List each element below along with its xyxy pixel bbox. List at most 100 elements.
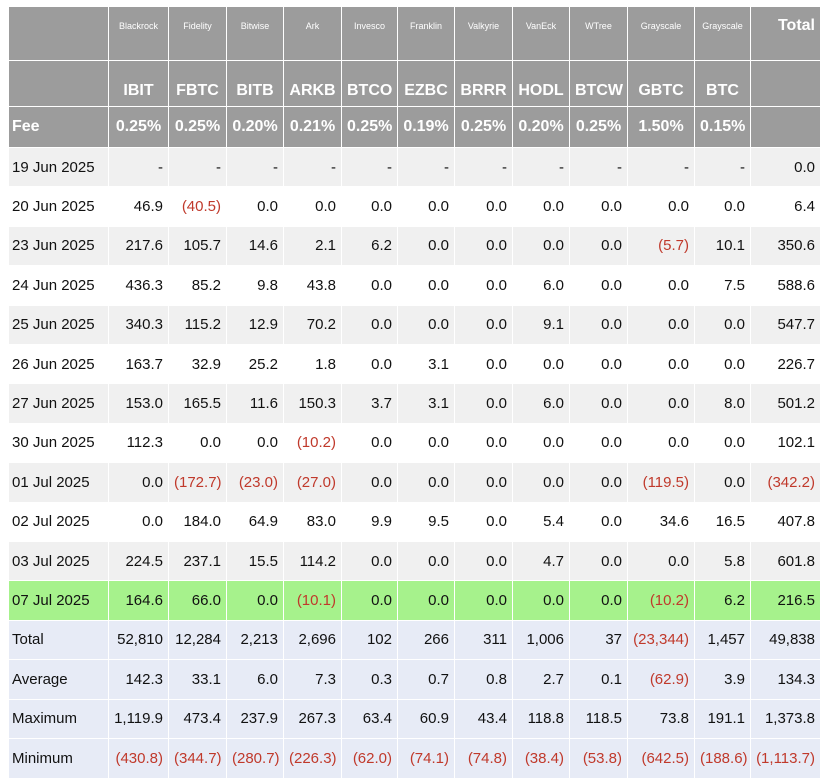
summary-row: Total 52,810 12,284 2,213 2,696 102 266 311 1,00… bbox=[8, 619, 821, 661]
flow-value: - bbox=[454, 146, 513, 188]
flow-value: 547.7 bbox=[750, 304, 821, 345]
fee-label: Fee bbox=[8, 106, 109, 148]
ticker: EZBC bbox=[397, 60, 455, 107]
flow-value: 0.0 bbox=[627, 540, 695, 582]
flow-value: 6.2 bbox=[694, 580, 751, 621]
flow-value: 3.7 bbox=[341, 383, 398, 424]
summary-label: Average bbox=[8, 659, 109, 700]
summary-value: 142.3 bbox=[108, 659, 169, 700]
flow-value: 16.5 bbox=[694, 501, 751, 542]
summary-value: 6.0 bbox=[226, 659, 284, 700]
flow-value: 0.0 bbox=[512, 580, 570, 621]
flow-value: 0.0 bbox=[454, 501, 513, 542]
flow-value: 0.0 bbox=[454, 186, 513, 227]
data-row: 26 Jun 2025 163.7 32.9 25.2 1.8 0.0 3.1 0.0 0.0 0… bbox=[8, 343, 821, 385]
flow-value: - bbox=[694, 146, 751, 188]
flow-value: 0.0 bbox=[454, 343, 513, 385]
flow-value: 0.0 bbox=[454, 225, 513, 267]
flow-value: 0.0 bbox=[397, 462, 455, 503]
flow-value: 70.2 bbox=[283, 304, 342, 345]
flow-value: 8.0 bbox=[694, 383, 751, 424]
flow-value: 5.4 bbox=[512, 501, 570, 542]
flow-value: 0.0 bbox=[512, 186, 570, 227]
flow-value: 0.0 bbox=[569, 186, 628, 227]
summary-value: 191.1 bbox=[694, 698, 751, 740]
flow-value: 163.7 bbox=[108, 343, 169, 385]
summary-value: 1,373.8 bbox=[750, 698, 821, 740]
issuer-name: VanEck bbox=[512, 6, 570, 61]
flow-value: (10.2) bbox=[283, 422, 342, 464]
summary-value: 2.7 bbox=[512, 659, 570, 700]
summary-value: 118.5 bbox=[569, 698, 628, 740]
fee: 0.20% bbox=[226, 106, 284, 148]
summary-value: 63.4 bbox=[341, 698, 398, 740]
flow-value: 11.6 bbox=[226, 383, 284, 424]
data-row: 19 Jun 2025- - - - - - - - - - -0.0 bbox=[8, 146, 821, 188]
issuer-name: WTree bbox=[569, 6, 628, 61]
summary-value: (280.7) bbox=[226, 738, 284, 779]
summary-value: 0.8 bbox=[454, 659, 513, 700]
summary-label: Total bbox=[8, 619, 109, 661]
flow-value: 32.9 bbox=[168, 343, 227, 385]
fee: 0.25% bbox=[341, 106, 398, 148]
flow-value: - bbox=[569, 146, 628, 188]
flow-value: 0.0 bbox=[226, 186, 284, 227]
flow-value: 1.8 bbox=[283, 343, 342, 385]
flow-value: 217.6 bbox=[108, 225, 169, 267]
summary-value: 12,284 bbox=[168, 619, 227, 661]
summary-value: (62.0) bbox=[341, 738, 398, 779]
flow-value: 0.0 bbox=[226, 422, 284, 464]
data-row: 07 Jul 2025 164.6 66.0 0.0 (10.1) 0.0 0.0 0.0 0.… bbox=[8, 580, 821, 621]
flow-value: 43.8 bbox=[283, 265, 342, 306]
date: 19 Jun 2025 bbox=[8, 146, 109, 188]
issuer-name: Grayscale bbox=[694, 6, 751, 61]
flow-value: 0.0 bbox=[454, 540, 513, 582]
summary-value: (642.5) bbox=[627, 738, 695, 779]
flow-value: 6.0 bbox=[512, 265, 570, 306]
flow-value: (172.7) bbox=[168, 462, 227, 503]
flow-value: - bbox=[397, 146, 455, 188]
summary-label: Maximum bbox=[8, 698, 109, 740]
data-row: 24 Jun 2025 436.3 85.2 9.8 43.8 0.0 0.0 0.0 6.0 0… bbox=[8, 265, 821, 306]
flow-value: 237.1 bbox=[168, 540, 227, 582]
flow-value: - bbox=[108, 146, 169, 188]
flow-value: 340.3 bbox=[108, 304, 169, 345]
flow-value: 0.0 bbox=[569, 462, 628, 503]
flow-value: 0.0 bbox=[569, 580, 628, 621]
fee: 0.25% bbox=[569, 106, 628, 148]
flow-value: (23.0) bbox=[226, 462, 284, 503]
flow-value: 407.8 bbox=[750, 501, 821, 542]
flow-value: - bbox=[168, 146, 227, 188]
flow-value: 105.7 bbox=[168, 225, 227, 267]
date: 07 Jul 2025 bbox=[8, 580, 109, 621]
flow-value: (40.5) bbox=[168, 186, 227, 227]
summary-value: 0.3 bbox=[341, 659, 398, 700]
flow-value: 3.1 bbox=[397, 343, 455, 385]
summary-value: 0.1 bbox=[569, 659, 628, 700]
flow-value: - bbox=[283, 146, 342, 188]
flow-value: 0.0 bbox=[512, 225, 570, 267]
data-row: 25 Jun 2025 340.3 115.2 12.9 70.2 0.0 0.0 0.0 9.… bbox=[8, 304, 821, 345]
data-row: 03 Jul 2025 224.5 237.1 15.5 114.2 0.0 0.0 0.0 4… bbox=[8, 540, 821, 582]
summary-value: (226.3) bbox=[283, 738, 342, 779]
flow-value: 0.0 bbox=[341, 304, 398, 345]
ticker: FBTC bbox=[168, 60, 227, 107]
flow-value: 588.6 bbox=[750, 265, 821, 306]
summary-value: (23,344) bbox=[627, 619, 695, 661]
summary-value: 43.4 bbox=[454, 698, 513, 740]
flow-value: 0.0 bbox=[341, 462, 398, 503]
flow-value: 0.0 bbox=[341, 580, 398, 621]
ticker: BRRR bbox=[454, 60, 513, 107]
flow-value: 64.9 bbox=[226, 501, 284, 542]
flow-value: 0.0 bbox=[397, 225, 455, 267]
flow-value: - bbox=[226, 146, 284, 188]
fee: 0.20% bbox=[512, 106, 570, 148]
flow-value: 0.0 bbox=[694, 422, 751, 464]
flow-value: 0.0 bbox=[569, 225, 628, 267]
flow-value: 601.8 bbox=[750, 540, 821, 582]
flow-value: 0.0 bbox=[454, 462, 513, 503]
etf-flow-table: Blackrock Fidelity Bitwise Ark Invesco Frankl… bbox=[8, 6, 821, 779]
flow-value: 0.0 bbox=[341, 343, 398, 385]
